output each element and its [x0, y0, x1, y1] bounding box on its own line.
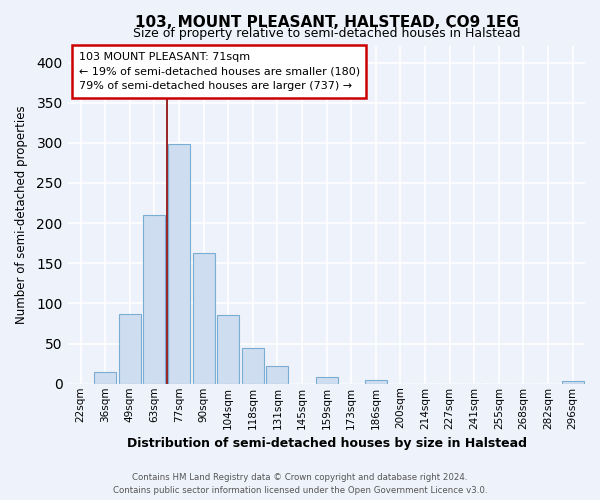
- Text: Contains HM Land Registry data © Crown copyright and database right 2024.
Contai: Contains HM Land Registry data © Crown c…: [113, 474, 487, 495]
- Bar: [365, 380, 387, 384]
- Bar: [94, 372, 116, 384]
- Bar: [266, 366, 289, 384]
- Bar: [562, 382, 584, 384]
- Text: 103 MOUNT PLEASANT: 71sqm
← 19% of semi-detached houses are smaller (180)
79% of: 103 MOUNT PLEASANT: 71sqm ← 19% of semi-…: [79, 52, 360, 91]
- Bar: [168, 144, 190, 384]
- Bar: [119, 314, 141, 384]
- Bar: [316, 376, 338, 384]
- X-axis label: Distribution of semi-detached houses by size in Halstead: Distribution of semi-detached houses by …: [127, 437, 527, 450]
- Y-axis label: Number of semi-detached properties: Number of semi-detached properties: [15, 106, 28, 324]
- Bar: [143, 215, 166, 384]
- Title: 103, MOUNT PLEASANT, HALSTEAD, CO9 1EG: 103, MOUNT PLEASANT, HALSTEAD, CO9 1EG: [134, 15, 518, 30]
- Bar: [217, 316, 239, 384]
- Bar: [242, 348, 264, 384]
- Bar: [193, 253, 215, 384]
- Text: Size of property relative to semi-detached houses in Halstead: Size of property relative to semi-detach…: [133, 26, 520, 40]
